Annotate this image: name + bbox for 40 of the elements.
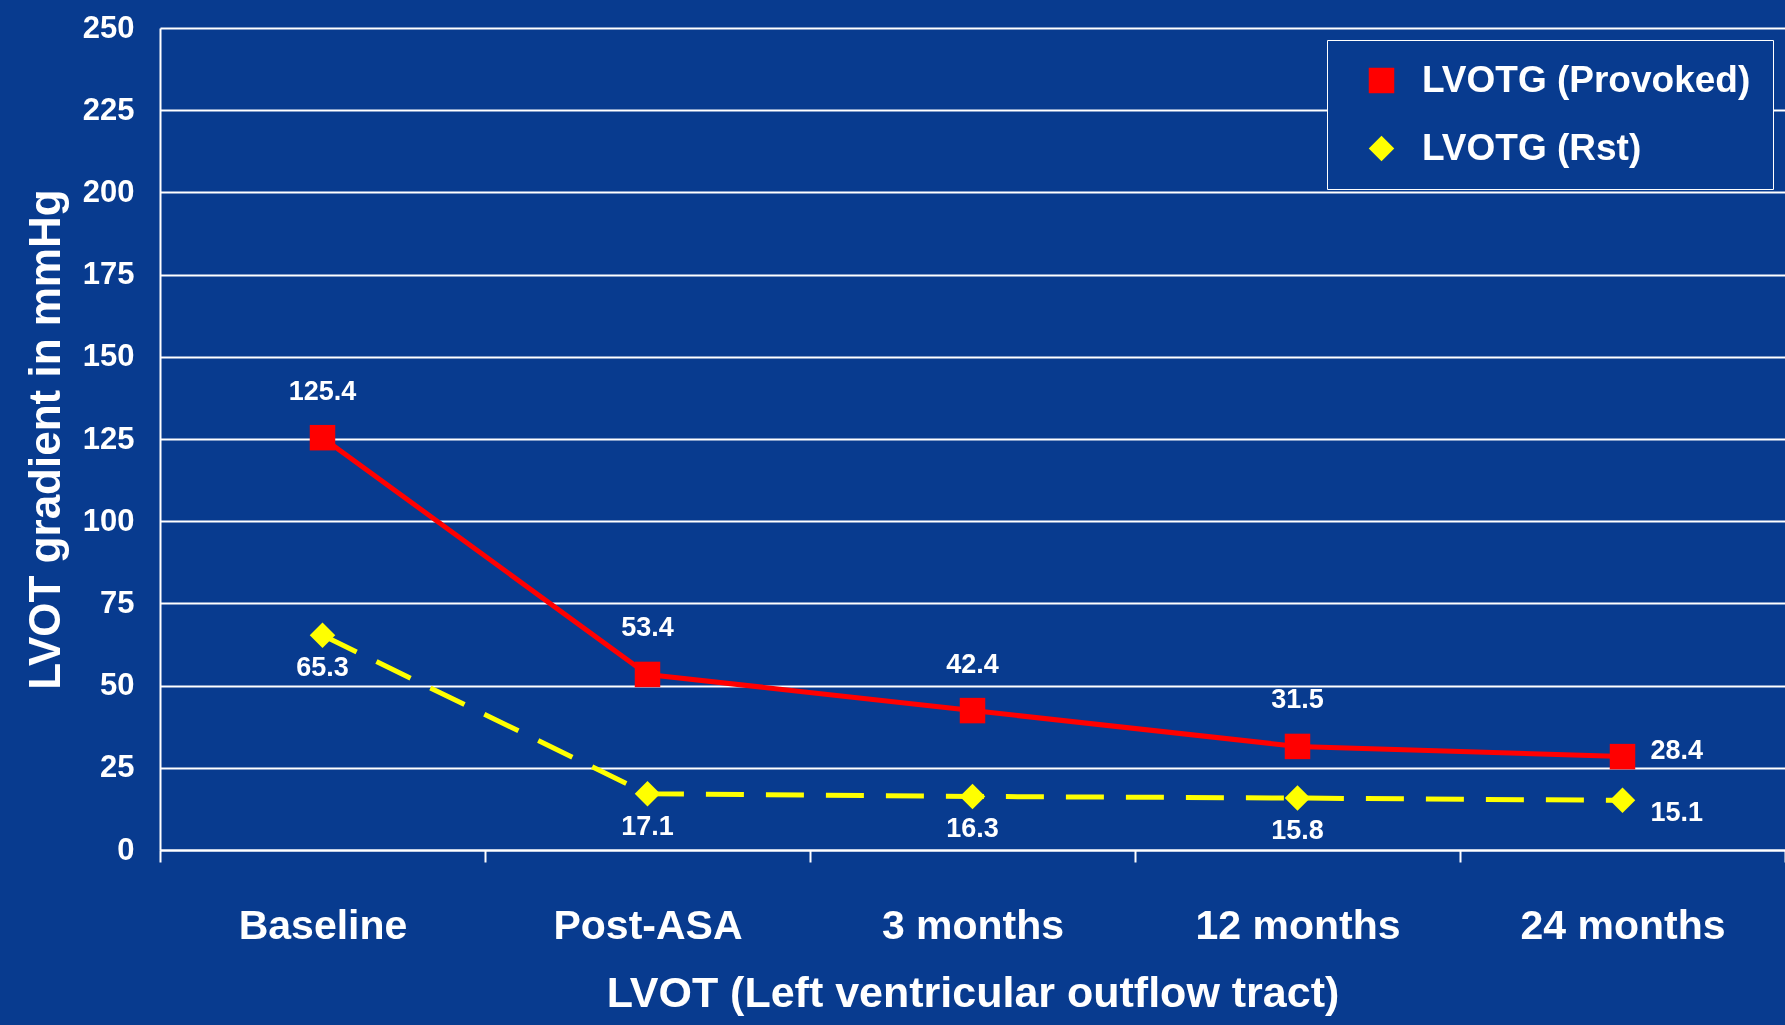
y-tick-label: 175: [82, 256, 135, 292]
point: [959, 783, 986, 810]
y-axis-title: LVOT gradient in mmHg: [19, 189, 69, 690]
y-tick-label: 75: [100, 584, 135, 620]
y-tick-label: 250: [82, 9, 135, 45]
point: [1284, 733, 1311, 760]
x-axis-title: LVOT (Left ventricular outflow tract): [606, 967, 1340, 1016]
data-label: 125.4: [288, 375, 357, 406]
y-tick-label: 25: [100, 749, 135, 785]
data-label: 28.4: [1650, 734, 1704, 765]
data-label: 16.3: [946, 813, 999, 844]
point: [1609, 787, 1636, 814]
y-tick-label: 50: [100, 667, 135, 703]
legend-label: LVOTG (Provoked): [1422, 58, 1751, 100]
point: [309, 622, 336, 649]
x-tick-label: 12 months: [1195, 901, 1401, 948]
point: [309, 424, 336, 451]
x-tick-label: 24 months: [1520, 901, 1726, 948]
point: [1609, 743, 1636, 770]
y-tick-label: 0: [117, 831, 135, 867]
legend-label: LVOTG (Rst): [1422, 126, 1642, 168]
data-label: 65.3: [296, 652, 349, 683]
data-label: 15.1: [1650, 797, 1704, 828]
y-tick-label: 100: [82, 502, 135, 538]
point: [1284, 785, 1311, 811]
data-label: 17.1: [621, 810, 674, 841]
point: [634, 781, 661, 807]
point: [959, 697, 986, 724]
y-tick-label: 200: [82, 173, 135, 209]
data-label: 15.8: [1271, 815, 1324, 846]
x-tick-label: Post-ASA: [553, 901, 743, 948]
y-tick-label: 150: [82, 338, 135, 374]
data-label: 53.4: [621, 612, 674, 643]
x-tick-label: 3 months: [881, 901, 1065, 948]
y-tick-label: 225: [82, 91, 135, 127]
y-tick-label: 125: [82, 420, 135, 456]
data-label: 42.4: [946, 648, 999, 679]
point: [634, 661, 661, 688]
data-label: 31.5: [1271, 684, 1324, 715]
x-tick-label: Baseline: [238, 901, 408, 948]
